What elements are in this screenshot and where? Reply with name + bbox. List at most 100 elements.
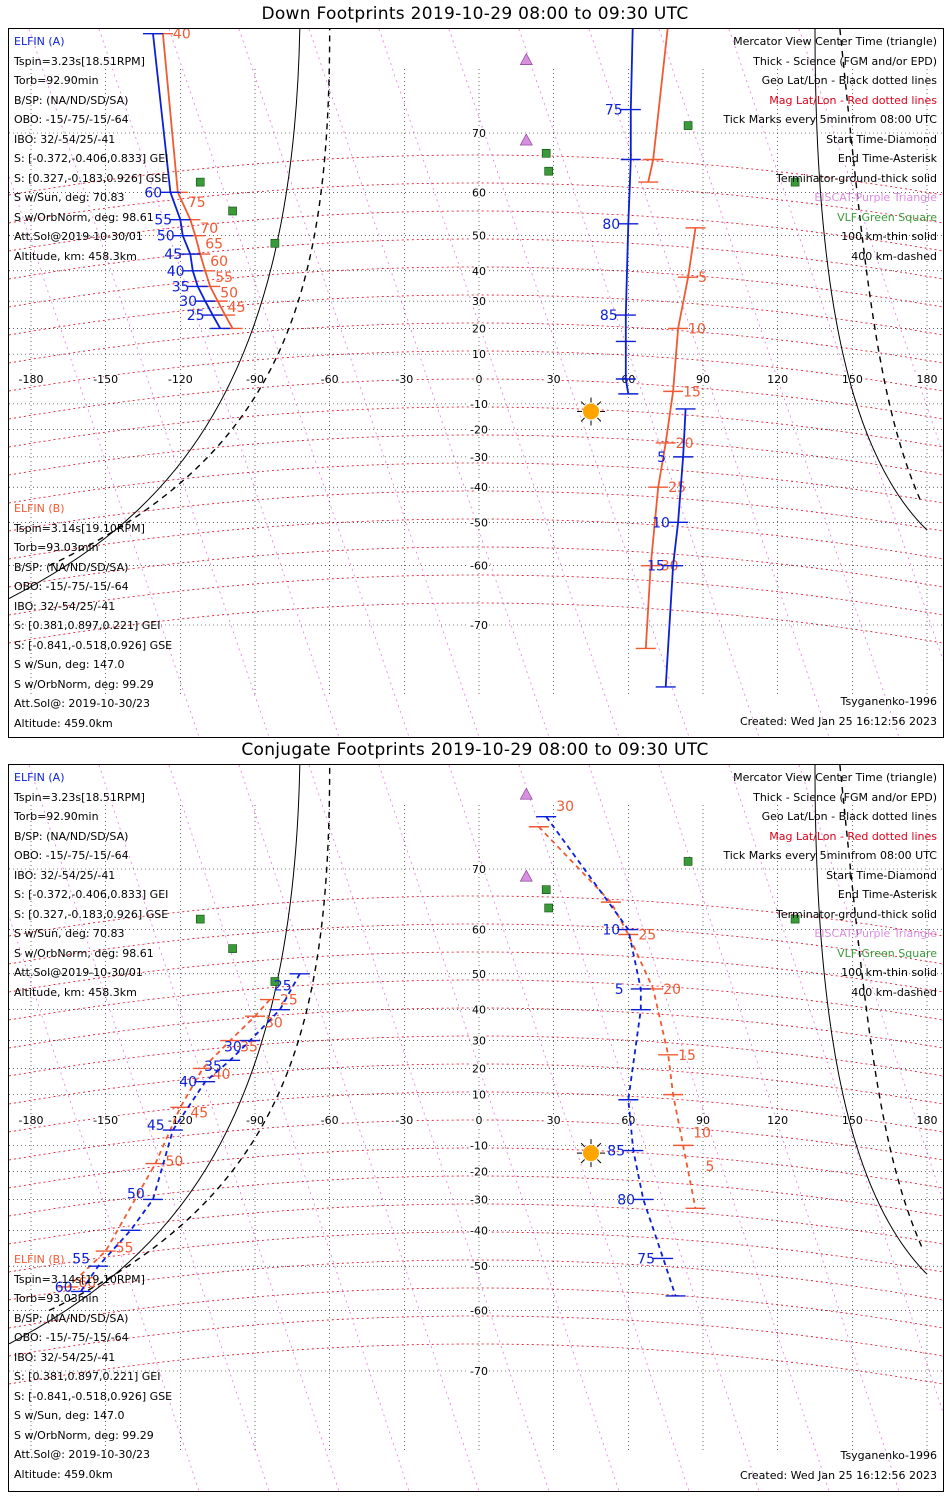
mag-lon-line [28, 765, 270, 1491]
elfin-a-time-label: 10 [602, 923, 620, 939]
legend-item: Thick - Science (FGM and/or EPD) [753, 790, 937, 804]
elfin-b-line: OBO: -15/-75/-15/-64 [14, 580, 129, 593]
elfin-a-line: IBO: 32/-54/25/-41 [14, 132, 116, 146]
mag-lon-line [448, 29, 690, 737]
elfin-a-line: Att.Sol@2019-10-30/01 [14, 966, 143, 979]
mag-lat-line [9, 979, 943, 1021]
vlf-marker [195, 177, 205, 187]
mag-lon-line [168, 29, 410, 737]
mag-lat-line [9, 1343, 943, 1385]
terminator-400km-line [839, 765, 923, 1248]
elfin-a-track [624, 29, 634, 395]
elfin-b-time-label: 30 [556, 799, 574, 815]
terminator-400km-line [48, 765, 331, 1312]
elfin-a-line: S w/OrbNorm, deg: 98.61 [14, 946, 154, 960]
elfin-a-time-label: 25 [274, 978, 292, 994]
elfin-b-line: B/SP: (NA/ND/SD/SA) [14, 560, 129, 574]
elfin-b-time-label: 20 [663, 982, 681, 998]
elfin-a-time-label: 45 [147, 1118, 165, 1134]
legend-item: End Time-Asterisk [837, 888, 937, 901]
elfin-b-track [538, 826, 697, 1209]
lat-tick-label: 10 [472, 348, 486, 361]
eiscat-marker [519, 787, 533, 800]
lon-tick-label: -90 [246, 373, 264, 386]
elfin-b-line: Att.Sol@: 2019-10-30/23 [14, 1448, 151, 1461]
mag-lat-line [9, 1287, 943, 1329]
elfin-a-info: ELFIN (A) Tspin=3.23s[18.51RPM] Torb=92.… [14, 32, 168, 266]
sun-icon [583, 403, 599, 420]
lat-tick-label: -60 [470, 1304, 488, 1317]
lat-tick-label: 30 [472, 1035, 486, 1048]
elfin-b-info: ELFIN (B) Tspin=3.14s[19.10RPM] Torb=93.… [14, 1250, 172, 1484]
elfin-b-line: IBO: 32/-54/25/-41 [14, 1350, 116, 1364]
mag-lon-line [658, 29, 900, 737]
model-name: Tsyganenko-1996 [840, 695, 937, 708]
lat-tick-label: -10 [470, 1139, 488, 1152]
mag-lon-line [588, 765, 830, 1491]
legend-item: Thick - Science (FGM and/or EPD) [753, 54, 937, 68]
elfin-a-time-label: 5 [657, 450, 666, 466]
legend-item: Start Time-Diamond [826, 868, 937, 882]
vlf-marker [270, 238, 280, 248]
sun-icon [583, 1145, 599, 1162]
sun-ray [580, 1159, 585, 1164]
mag-lat-line [9, 1063, 943, 1105]
legend-item: EISCAT-Purple Triangle [814, 191, 937, 204]
legend-item: EISCAT-Purple Triangle [814, 927, 937, 940]
mag-lon-line [728, 765, 943, 1414]
lon-tick-label: 0 [476, 373, 483, 386]
mag-lat-line [9, 1119, 943, 1161]
map-canvas-conjugate: -180 -150 -120 -90 -60 -30 0 30 60 90 120 150 180706… [9, 765, 943, 1491]
lon-tick-label: 150 [842, 1114, 863, 1127]
mag-lat-line [9, 322, 943, 364]
legend-item: End Time-Asterisk [837, 152, 937, 165]
mag-lat-line [9, 1007, 943, 1049]
elfin-a-time-label: 40 [167, 264, 185, 280]
lon-tick-label: 120 [767, 373, 788, 386]
terminator-400km-line [48, 29, 331, 567]
sun-ray [597, 401, 602, 406]
lon-tick-label: 60 [621, 1114, 635, 1127]
lat-tick-label: -20 [470, 1166, 488, 1179]
mag-lat-line [9, 294, 943, 336]
elfin-a-line: B/SP: (NA/ND/SD/SA) [14, 93, 129, 107]
legend-item: Geo Lat/Lon - Black dotted lines [761, 74, 937, 87]
elfin-b-line: OBO: -15/-75/-15/-64 [14, 1331, 129, 1344]
elfin-a-line: S: [0.327,-0.183,0.926] GSE [14, 171, 169, 185]
elfin-a-line: Tspin=3.23s[18.51RPM] [14, 54, 145, 68]
legend-item: Terminator-ground-thick solid [776, 171, 937, 185]
legend-item: Mag Lat/Lon - Red dotted lines [769, 93, 937, 107]
mag-lat-line [9, 1091, 943, 1133]
elfin-a-time-label: 80 [617, 1192, 635, 1208]
elfin-a-time-label: 55 [72, 1251, 90, 1267]
legend-item: Mercator View Center Time (triangle) [733, 35, 937, 48]
elfin-a-line: Altitude, km: 458.3km [14, 249, 137, 263]
mag-lat-line [9, 434, 943, 476]
lat-tick-label: -50 [470, 516, 488, 529]
elfin-b-time-label: 25 [668, 480, 686, 496]
sun-ray [580, 1142, 585, 1148]
mag-lat-line [9, 490, 943, 532]
elfin-a-time-label: 45 [164, 247, 182, 263]
lat-tick-label: -70 [470, 1365, 488, 1378]
lon-tick-label: -60 [321, 373, 339, 386]
mag-lon-line [168, 765, 410, 1491]
lon-tick-label: 90 [696, 373, 710, 386]
elfin-b-time-label: 30 [265, 1015, 283, 1031]
elfin-b-track [644, 227, 697, 649]
panel-title-down: Down Footprints 2019-10-29 08:00 to 09:3… [261, 4, 689, 24]
elfin-b-time-label: 15 [683, 384, 701, 400]
legend-item: Tick Marks every 5min from 08:00 UTC [723, 113, 937, 126]
elfin-a-line: Torb=92.90min [14, 74, 99, 87]
lat-tick-label: -30 [470, 451, 488, 464]
terminator-100km-line [9, 765, 301, 1345]
legend-item: Start Time-Diamond [826, 132, 937, 146]
elfin-b-time-label: 65 [205, 236, 223, 252]
elfin-b-line: S: [-0.841,-0.518,0.926] GSE [14, 638, 173, 652]
terminator-100km-line [814, 29, 928, 531]
lon-tick-label: 30 [547, 373, 561, 386]
elfin-b-time-label: 55 [116, 1240, 134, 1256]
legend-item: Tick Marks every 5min from 08:00 UTC [723, 849, 937, 862]
elfin-a-line: S w/Sun, deg: 70.83 [14, 191, 125, 204]
mag-lat-line [9, 1259, 943, 1301]
